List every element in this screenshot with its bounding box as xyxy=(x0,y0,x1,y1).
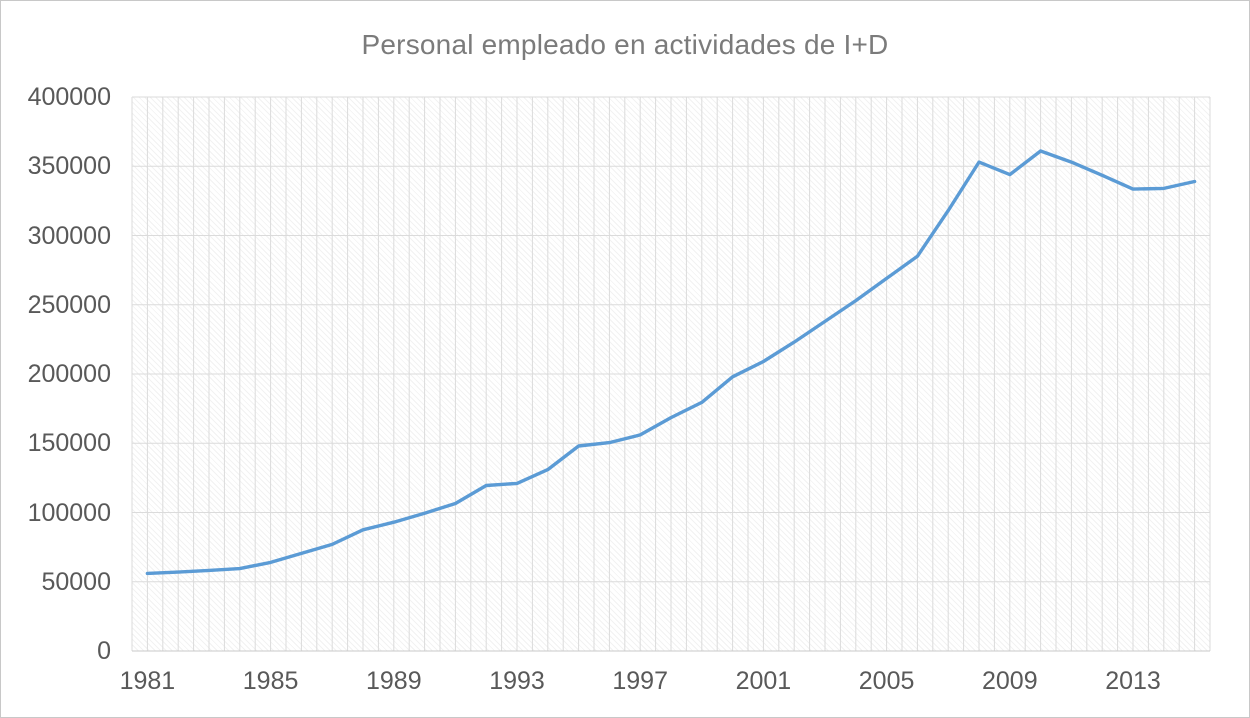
y-tick-label: 300000 xyxy=(27,221,111,250)
y-tick-label: 400000 xyxy=(27,83,111,111)
data-series-line xyxy=(145,149,1197,576)
y-tick-label: 250000 xyxy=(27,290,111,319)
x-tick-label: 1989 xyxy=(365,667,422,695)
plot-canvas xyxy=(131,96,1211,652)
y-tick-label: 200000 xyxy=(27,360,111,388)
y-tick-label: 50000 xyxy=(41,567,111,596)
x-tick-label: 1985 xyxy=(242,667,299,695)
x-tick-label: 2001 xyxy=(735,667,792,695)
x-tick-label: 1993 xyxy=(489,667,545,695)
chart-title: Personal empleado en actividades de I+D xyxy=(361,29,889,60)
x-tick-label: 2009 xyxy=(981,667,1038,695)
horizontal-gridlines xyxy=(132,96,1210,652)
x-tick-label: 1997 xyxy=(612,667,668,695)
y-tick-label: 100000 xyxy=(27,498,111,527)
y-tick-label: 0 xyxy=(97,637,111,665)
y-tick-label: 150000 xyxy=(27,429,111,458)
x-tick-label: 2005 xyxy=(858,667,915,695)
y-tick-label: 350000 xyxy=(27,152,111,181)
x-tick-label: 2013 xyxy=(1105,667,1161,695)
x-tick-label: 1981 xyxy=(119,667,176,695)
